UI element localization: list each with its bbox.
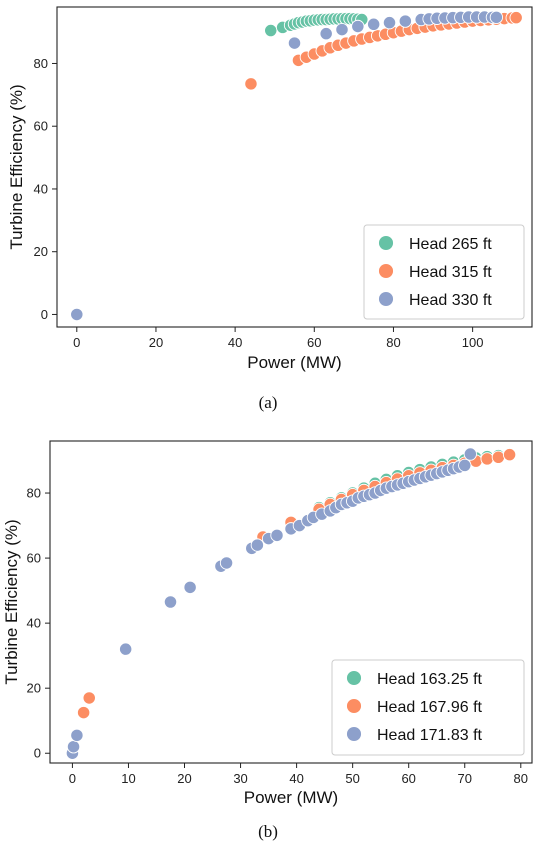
legend-label: Head 330 ft — [409, 292, 492, 309]
legend-marker — [346, 698, 362, 714]
x-axis-label: Power (MW) — [247, 353, 341, 372]
x-tick-label: 80 — [386, 335, 400, 350]
series-2 — [70, 10, 504, 322]
x-tick-label: 0 — [73, 335, 80, 350]
chart-b: 0 10 20 30 40 50 60 70 80 0 20 40 60 80 Power (MW) Turb… — [2, 440, 533, 841]
legend: Head 265 ft Head 315 ft Head 330 ft — [363, 224, 525, 320]
data-point — [287, 36, 302, 50]
legend-label: Head 171.83 ft — [377, 727, 483, 744]
legend-marker — [378, 291, 394, 307]
data-point — [270, 528, 284, 542]
legend: Head 163.25 ft Head 167.96 ft Head 171.83 … — [331, 659, 525, 756]
data-point — [66, 740, 81, 754]
legend-label: Head 163.25 ft — [377, 671, 483, 688]
x-tick-label: 0 — [69, 771, 76, 786]
figure-caption: (b) — [258, 822, 278, 841]
plot-frame — [49, 440, 533, 764]
data-point — [244, 77, 258, 91]
data-point — [82, 691, 96, 705]
y-tick-label: 40 — [27, 616, 41, 631]
data-point — [382, 16, 397, 30]
x-axis-label: Power (MW) — [244, 788, 338, 807]
chart-a: 0 20 40 60 80 100 0 20 40 60 80 Power (MW) Turbine E… — [7, 6, 533, 412]
x-tick-label: 80 — [514, 771, 528, 786]
y-axis-label: Turbine Efficiency (%) — [2, 519, 21, 684]
y-tick-label: 0 — [34, 746, 41, 761]
x-tick-label: 60 — [401, 771, 415, 786]
x-tick-label: 20 — [177, 771, 191, 786]
data-point — [398, 14, 412, 28]
y-axis-label: Turbine Efficiency (%) — [7, 84, 26, 249]
data-point — [458, 458, 472, 473]
x-tick-label: 40 — [228, 335, 242, 350]
data-point — [163, 595, 178, 609]
series-0 — [264, 11, 369, 38]
data-point — [509, 11, 523, 25]
data-point — [319, 27, 333, 41]
y-tick-label: 60 — [27, 551, 41, 566]
data-point — [264, 23, 278, 38]
legend-box — [331, 659, 525, 756]
y-tick-label: 40 — [34, 181, 48, 196]
data-point — [335, 22, 349, 37]
plot-frame — [56, 6, 533, 328]
legend-box — [363, 224, 525, 320]
x-tick-label: 10 — [121, 771, 135, 786]
x-tick-label: 40 — [289, 771, 303, 786]
data-point — [70, 307, 84, 322]
x-tick-label: 20 — [149, 335, 163, 350]
y-tick-label: 20 — [34, 244, 48, 259]
data-point — [489, 10, 504, 25]
legend-marker — [378, 235, 394, 251]
data-point — [491, 450, 506, 464]
y-tick-label: 0 — [41, 307, 48, 322]
data-point — [351, 19, 365, 34]
data-point — [463, 447, 477, 461]
data-point — [480, 452, 494, 466]
legend-label: Head 315 ft — [409, 264, 492, 281]
data-point — [76, 705, 91, 720]
x-tick-label: 50 — [345, 771, 359, 786]
figure-caption: (a) — [259, 393, 278, 412]
x-tick-label: 100 — [462, 335, 484, 350]
x-tick-label: 60 — [307, 335, 321, 350]
legend-label: Head 265 ft — [409, 236, 492, 253]
y-tick-label: 60 — [34, 119, 48, 134]
data-point — [219, 556, 234, 570]
legend-label: Head 167.96 ft — [377, 699, 483, 716]
x-tick-label: 70 — [458, 771, 472, 786]
x-tick-label: 30 — [233, 771, 247, 786]
legend-marker — [346, 670, 362, 686]
y-tick-label: 80 — [27, 486, 41, 501]
series-2 — [65, 447, 477, 760]
data-point — [119, 642, 133, 656]
data-point — [70, 728, 84, 743]
legend-marker — [346, 726, 362, 742]
y-tick-label: 20 — [27, 681, 41, 696]
y-tick-label: 80 — [34, 56, 48, 71]
data-point — [183, 580, 197, 595]
data-point — [502, 448, 517, 462]
legend-marker — [378, 263, 394, 279]
data-point — [367, 17, 381, 31]
data-point — [250, 538, 265, 552]
